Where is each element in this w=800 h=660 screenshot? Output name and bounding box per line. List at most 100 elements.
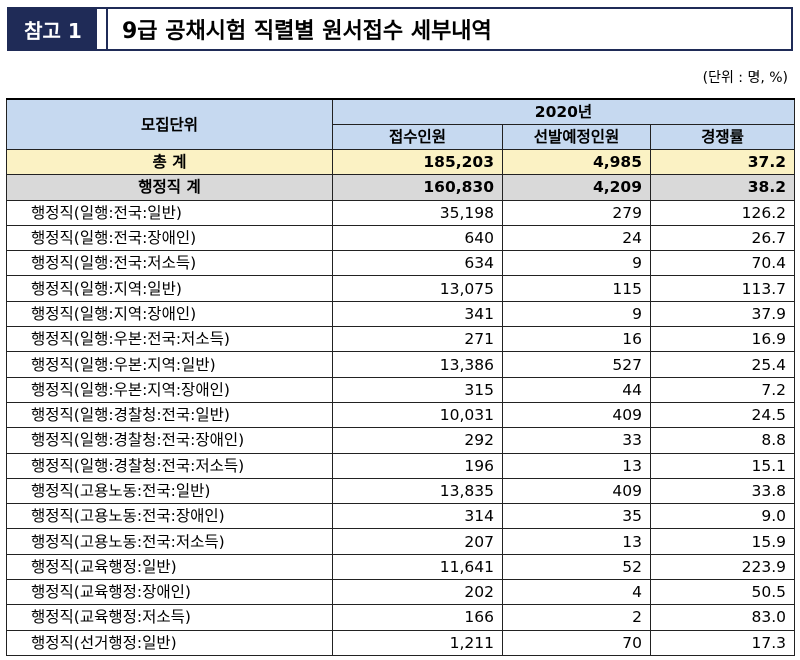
subtotal-applicants: 160,830 bbox=[332, 174, 503, 201]
row-label: 행정직(일행:경찰청:전국:장애인) bbox=[6, 427, 333, 454]
row-ratio: 50.5 bbox=[649, 579, 796, 606]
row-ratio: 33.8 bbox=[649, 477, 796, 505]
table-row: 행정직(일행:경찰청:전국:저소득) 196 13 15.1 bbox=[6, 452, 796, 479]
row-ratio: 25.4 bbox=[649, 351, 796, 378]
row-label: 행정직(고용노동:전국:장애인) bbox=[6, 503, 333, 530]
row-planned: 13 bbox=[502, 528, 651, 555]
row-ratio: 126.2 bbox=[649, 199, 796, 226]
row-ratio: 8.8 bbox=[649, 427, 796, 454]
row-planned: 409 bbox=[502, 401, 651, 429]
total-ratio: 37.2 bbox=[649, 148, 796, 176]
section-header: 참고 1 9급 공채시험 직렬별 원서접수 세부내역 bbox=[7, 7, 793, 51]
row-label: 행정직(일행:우본:지역:일반) bbox=[6, 351, 333, 378]
row-label: 행정직(고용노동:전국:일반) bbox=[6, 477, 333, 505]
row-label: 행정직(일행:지역:일반) bbox=[6, 275, 333, 302]
row-label: 행정직(일행:전국:장애인) bbox=[6, 224, 333, 252]
table-row: 행정직(일행:전국:장애인) 640 24 26.7 bbox=[6, 224, 796, 252]
row-applicants: 166 bbox=[332, 604, 503, 631]
column-header-planned: 선발예정인원 bbox=[502, 124, 651, 150]
row-label: 행정직(교육행정:일반) bbox=[6, 553, 333, 581]
row-applicants: 341 bbox=[332, 300, 503, 328]
subtotal-planned: 4,209 bbox=[502, 174, 651, 201]
row-planned: 279 bbox=[502, 199, 651, 226]
reference-badge: 참고 1 bbox=[9, 9, 97, 49]
row-planned: 44 bbox=[502, 376, 651, 403]
row-planned: 2 bbox=[502, 604, 651, 631]
row-applicants: 634 bbox=[332, 250, 503, 277]
applications-table: 모집단위 2020년 접수인원 선발예정인원 경쟁률 총 계 185,203 4… bbox=[6, 98, 796, 656]
table-row: 행정직(일행:경찰청:전국:일반) 10,031 409 24.5 bbox=[6, 401, 796, 429]
table-row: 행정직(일행:우본:전국:저소득) 271 16 16.9 bbox=[6, 326, 796, 353]
row-applicants: 10,031 bbox=[332, 401, 503, 429]
row-label: 행정직(선거행정:일반) bbox=[6, 629, 333, 656]
row-planned: 24 bbox=[502, 224, 651, 252]
column-header-ratio: 경쟁률 bbox=[649, 124, 796, 150]
row-ratio: 223.9 bbox=[649, 553, 796, 581]
row-ratio: 9.0 bbox=[649, 503, 796, 530]
table-row: 행정직(일행:경찰청:전국:장애인) 292 33 8.8 bbox=[6, 427, 796, 454]
row-planned: 13 bbox=[502, 452, 651, 479]
row-applicants: 196 bbox=[332, 452, 503, 479]
total-row: 총 계 185,203 4,985 37.2 bbox=[6, 148, 796, 176]
table-row: 행정직(일행:우본:지역:일반) 13,386 527 25.4 bbox=[6, 351, 796, 378]
subtotal-label: 행정직 계 bbox=[6, 174, 333, 201]
row-applicants: 35,198 bbox=[332, 199, 503, 226]
row-planned: 52 bbox=[502, 553, 651, 581]
row-planned: 115 bbox=[502, 275, 651, 302]
row-label: 행정직(고용노동:전국:저소득) bbox=[6, 528, 333, 555]
row-planned: 4 bbox=[502, 579, 651, 606]
row-applicants: 207 bbox=[332, 528, 503, 555]
row-applicants: 292 bbox=[332, 427, 503, 454]
row-applicants: 315 bbox=[332, 376, 503, 403]
table-row: 행정직(선거행정:일반) 1,211 70 17.3 bbox=[6, 629, 796, 656]
table-row: 행정직(일행:우본:지역:장애인) 315 44 7.2 bbox=[6, 376, 796, 403]
row-label: 행정직(일행:경찰청:전국:저소득) bbox=[6, 452, 333, 479]
table-row: 행정직(고용노동:전국:저소득) 207 13 15.9 bbox=[6, 528, 796, 555]
row-planned: 9 bbox=[502, 300, 651, 328]
row-applicants: 11,641 bbox=[332, 553, 503, 581]
row-ratio: 7.2 bbox=[649, 376, 796, 403]
row-ratio: 83.0 bbox=[649, 604, 796, 631]
row-planned: 16 bbox=[502, 326, 651, 353]
row-planned: 527 bbox=[502, 351, 651, 378]
row-planned: 409 bbox=[502, 477, 651, 505]
row-label: 행정직(교육행정:장애인) bbox=[6, 579, 333, 606]
table-row: 행정직(고용노동:전국:장애인) 314 35 9.0 bbox=[6, 503, 796, 530]
row-planned: 35 bbox=[502, 503, 651, 530]
row-applicants: 202 bbox=[332, 579, 503, 606]
total-applicants: 185,203 bbox=[332, 148, 503, 176]
row-ratio: 24.5 bbox=[649, 401, 796, 429]
row-label: 행정직(일행:경찰청:전국:일반) bbox=[6, 401, 333, 429]
row-applicants: 640 bbox=[332, 224, 503, 252]
row-applicants: 314 bbox=[332, 503, 503, 530]
total-planned: 4,985 bbox=[502, 148, 651, 176]
row-ratio: 37.9 bbox=[649, 300, 796, 328]
row-planned: 70 bbox=[502, 629, 651, 656]
column-header-unit: 모집단위 bbox=[6, 98, 333, 150]
row-ratio: 17.3 bbox=[649, 629, 796, 656]
badge-separator bbox=[97, 9, 108, 49]
row-applicants: 13,386 bbox=[332, 351, 503, 378]
row-label: 행정직(일행:우본:지역:장애인) bbox=[6, 376, 333, 403]
subtotal-row: 행정직 계 160,830 4,209 38.2 bbox=[6, 174, 796, 201]
table-row: 행정직(일행:지역:일반) 13,075 115 113.7 bbox=[6, 275, 796, 302]
row-planned: 33 bbox=[502, 427, 651, 454]
table-row: 행정직(일행:지역:장애인) 341 9 37.9 bbox=[6, 300, 796, 328]
table-row: 행정직(교육행정:저소득) 166 2 83.0 bbox=[6, 604, 796, 631]
unit-note: (단위 : 명, %) bbox=[702, 70, 788, 86]
table-row: 행정직(일행:전국:저소득) 634 9 70.4 bbox=[6, 250, 796, 277]
table-row: 행정직(교육행정:일반) 11,641 52 223.9 bbox=[6, 553, 796, 581]
row-planned: 9 bbox=[502, 250, 651, 277]
row-ratio: 113.7 bbox=[649, 275, 796, 302]
row-ratio: 70.4 bbox=[649, 250, 796, 277]
row-applicants: 13,835 bbox=[332, 477, 503, 505]
page-title: 9급 공채시험 직렬별 원서접수 세부내역 bbox=[122, 19, 492, 44]
row-applicants: 271 bbox=[332, 326, 503, 353]
column-header-applicants: 접수인원 bbox=[332, 124, 503, 150]
row-label: 행정직(교육행정:저소득) bbox=[6, 604, 333, 631]
table-row: 행정직(일행:전국:일반) 35,198 279 126.2 bbox=[6, 199, 796, 226]
row-label: 행정직(일행:전국:저소득) bbox=[6, 250, 333, 277]
row-applicants: 13,075 bbox=[332, 275, 503, 302]
row-label: 행정직(일행:지역:장애인) bbox=[6, 300, 333, 328]
row-ratio: 15.9 bbox=[649, 528, 796, 555]
